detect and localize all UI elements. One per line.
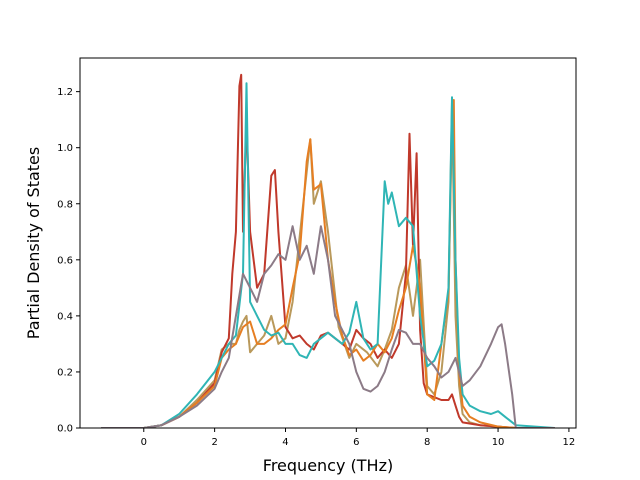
x-tick-label: 12 — [563, 437, 576, 448]
y-tick-label: 1.0 — [57, 143, 73, 154]
y-tick-label: 0.6 — [57, 255, 73, 266]
y-tick-label: 1.2 — [57, 87, 73, 98]
series-layer — [101, 73, 555, 428]
x-tick-label: 2 — [211, 437, 217, 448]
y-axis-label: Partial Density of States — [24, 147, 43, 339]
y-tick-label: 0.8 — [57, 199, 73, 210]
x-tick-label: 0 — [141, 437, 147, 448]
x-tick-label: 10 — [492, 437, 505, 448]
series-line-4 — [101, 82, 555, 428]
x-axis-ticks: 0 2 4 6 8 10 12 — [141, 428, 576, 448]
x-tick-label: 6 — [353, 437, 359, 448]
y-tick-label: 0.4 — [57, 311, 73, 322]
plot-area — [80, 58, 576, 428]
series-line-5 — [101, 225, 555, 428]
x-tick-label: 4 — [282, 437, 288, 448]
y-tick-label: 0.0 — [57, 424, 73, 435]
x-axis-label: Frequency (THz) — [263, 456, 393, 475]
plot-frame — [79, 57, 577, 429]
y-axis-ticks: 0.0 0.2 0.4 0.6 0.8 1.0 1.2 — [57, 87, 80, 435]
y-tick-label: 0.2 — [57, 367, 73, 378]
x-tick-label: 8 — [424, 437, 430, 448]
